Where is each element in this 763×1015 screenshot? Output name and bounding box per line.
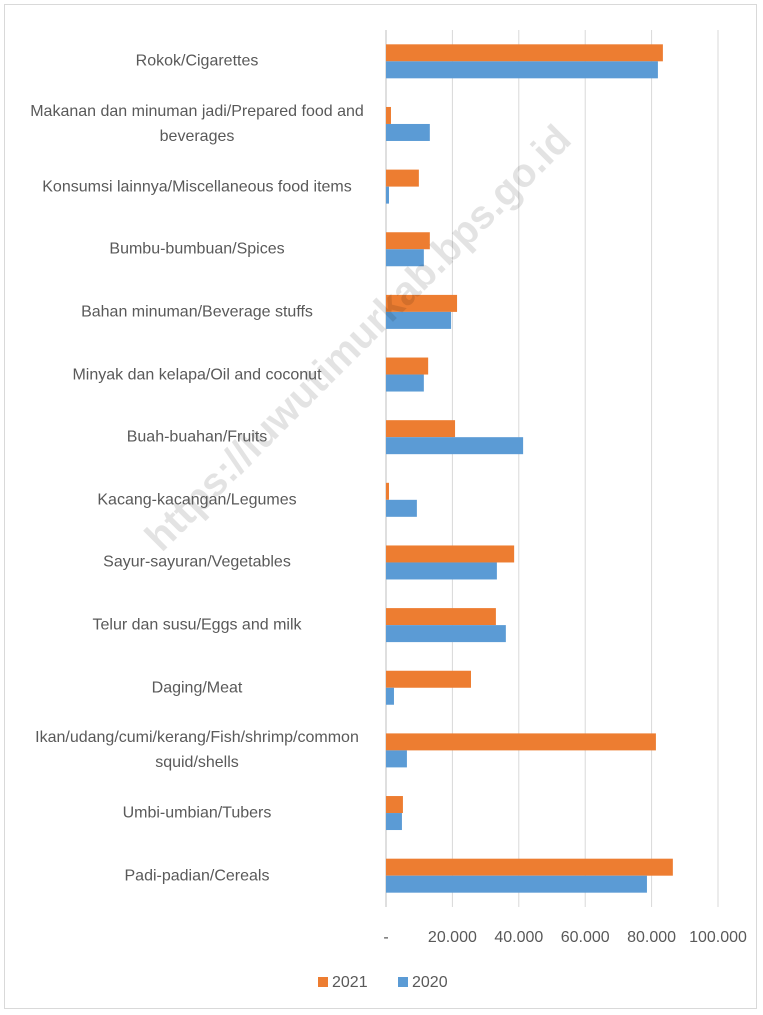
- y-tick-label: Padi-padian/Cereals: [124, 867, 270, 885]
- bar: [386, 499, 417, 517]
- chart-border: [4, 4, 757, 1009]
- y-tick-label: Daging/Meat: [151, 679, 243, 697]
- legend-label: 2020: [412, 974, 448, 991]
- legend-swatch: [398, 977, 408, 987]
- bar: [386, 875, 647, 893]
- legend-label: 2021: [332, 974, 368, 991]
- bar: [386, 545, 515, 563]
- bar: [386, 608, 496, 626]
- bar: [386, 750, 407, 768]
- y-tick-label: Rokok/Cigarettes: [135, 52, 259, 70]
- x-tick-label: 40.000: [494, 929, 543, 946]
- legend-swatch: [318, 977, 328, 987]
- y-tick-label: Telur dan susu/Eggs and milk: [92, 616, 302, 634]
- bar: [386, 562, 497, 580]
- y-tick-label: Bahan minuman/Beverage stuffs: [81, 303, 313, 321]
- bar: [386, 670, 471, 688]
- y-tick-label: Kacang-kacangan/Legumes: [97, 491, 297, 509]
- y-tick-label: Umbi-umbian/Tubers: [122, 804, 272, 822]
- x-tick-label: 100.000: [689, 929, 747, 946]
- y-tick-label: Ikan/udang/cumi/kerang/Fish/shrimp/commo…: [35, 729, 359, 772]
- bar: [386, 858, 673, 876]
- bar: [386, 61, 658, 79]
- y-tick-label: Makanan dan minuman jadi/Prepared food a…: [30, 102, 364, 145]
- bar: [386, 420, 456, 438]
- x-tick-label: 60.000: [561, 929, 610, 946]
- x-tick-label: -: [383, 929, 388, 946]
- bar: [386, 687, 394, 705]
- bar: [386, 482, 389, 500]
- y-tick-label: Konsumsi lainnya/Miscellaneous food item…: [42, 178, 352, 196]
- bar: [386, 106, 391, 124]
- bar: [386, 169, 419, 187]
- y-tick-label: Minyak dan kelapa/Oil and coconut: [72, 366, 322, 384]
- bar: [386, 796, 403, 814]
- bar: [386, 813, 402, 831]
- y-tick-label: Bumbu-bumbuan/Spices: [109, 240, 285, 258]
- bar: [386, 357, 429, 375]
- bar: [386, 44, 663, 62]
- bar: [386, 374, 424, 392]
- x-tick-label: 80.000: [627, 929, 676, 946]
- bar: [386, 123, 430, 141]
- bar: [386, 311, 452, 329]
- bar: [386, 249, 424, 267]
- y-tick-label: Buah-buahan/Fruits: [126, 428, 268, 446]
- bar: [386, 294, 458, 312]
- bar: [386, 232, 430, 250]
- bar: [386, 733, 656, 751]
- bar: [386, 437, 524, 455]
- bar: [386, 625, 506, 643]
- bar: [386, 186, 389, 204]
- y-tick-label: Sayur-sayuran/Vegetables: [103, 553, 291, 571]
- x-tick-label: 20.000: [428, 929, 477, 946]
